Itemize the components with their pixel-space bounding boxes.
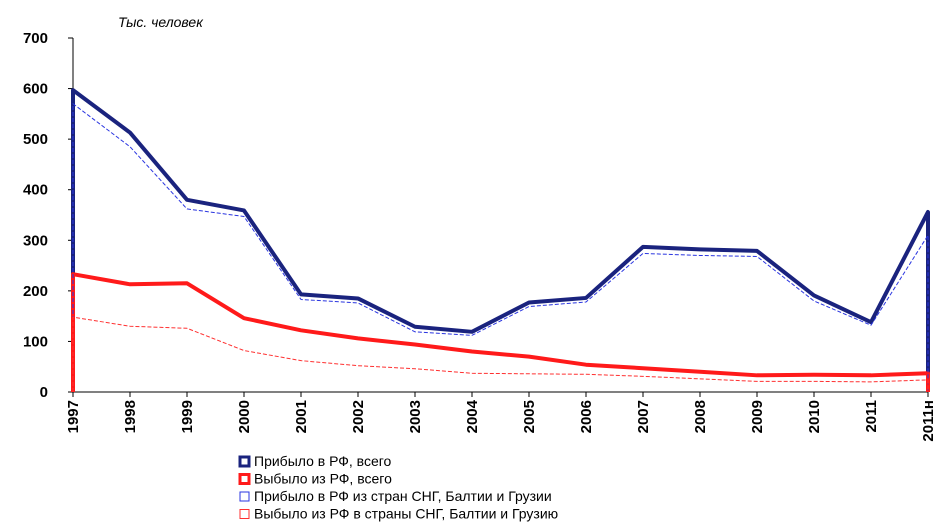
y-tick-label: 700 xyxy=(23,30,48,47)
x-tick-label: 2004 xyxy=(464,399,481,433)
y-tick-label: 600 xyxy=(23,81,48,98)
x-tick-label: 1998 xyxy=(122,400,139,433)
series-line xyxy=(71,88,930,392)
y-tick-label: 500 xyxy=(23,131,48,148)
x-tick-label: 2008 xyxy=(692,400,709,433)
y-tick-label: 100 xyxy=(23,333,48,350)
legend-label: Прибыло в РФ из стран СНГ, Балтии и Груз… xyxy=(254,488,552,504)
x-tick-label: 2007 xyxy=(635,400,652,433)
x-tick-label: 1997 xyxy=(65,400,82,433)
x-tick-label: 2002 xyxy=(350,400,367,433)
x-tick-label: 2005 xyxy=(521,400,538,433)
x-tick-label: 2000 xyxy=(236,400,253,433)
x-tick-label: 2003 xyxy=(407,400,424,433)
x-tick-label: 2011н xyxy=(920,400,936,442)
legend-swatch xyxy=(239,509,250,519)
y-axis-label: Тыс. человек xyxy=(118,14,204,30)
legend-swatch xyxy=(239,491,250,502)
y-tick-label: 300 xyxy=(23,232,48,249)
x-tick-label: 2006 xyxy=(578,400,595,433)
x-tick-label: 2010 xyxy=(806,400,823,433)
y-tick-label: 400 xyxy=(23,182,48,199)
legend-swatch xyxy=(238,455,251,468)
legend-label: Выбыло из РФ в страны СНГ, Балтии и Груз… xyxy=(254,506,558,522)
x-tick-label: 2001 xyxy=(293,400,310,433)
x-tick-label: 2011 xyxy=(863,400,880,433)
legend-label: Прибыло в РФ, всего xyxy=(254,453,392,469)
y-tick-label: 0 xyxy=(40,384,48,401)
series-line xyxy=(71,272,930,392)
legend-swatch xyxy=(238,473,251,485)
x-tick-label: 1999 xyxy=(179,400,196,433)
legend-label: Выбыло из РФ, всего xyxy=(254,471,392,487)
y-tick-label: 200 xyxy=(23,283,48,300)
series-line xyxy=(72,103,929,392)
series-line xyxy=(72,316,929,392)
x-tick-label: 2009 xyxy=(749,400,766,433)
